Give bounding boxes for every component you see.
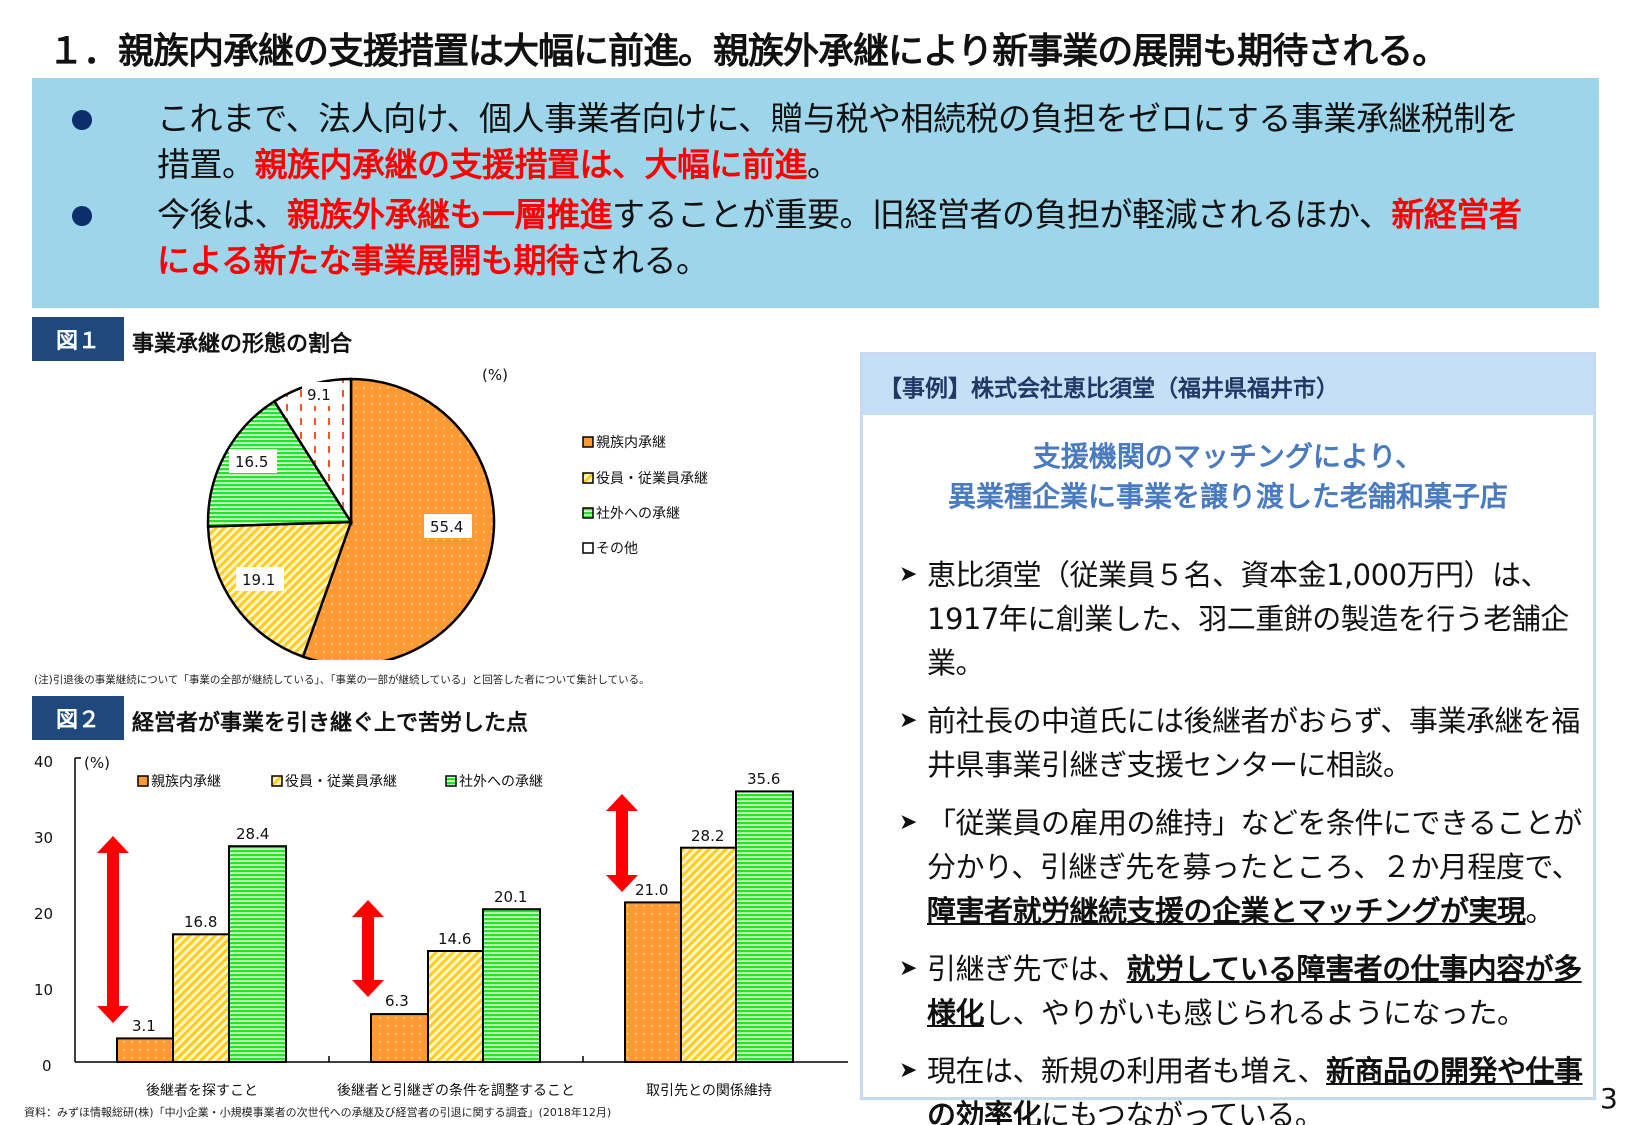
page-title: １．親族内承継の支援措置は大幅に前進。親族外承継により新事業の展開も期待される。 [48,31,1448,72]
case-emphasis: 新商品の開発や仕事の効率化 [927,1054,1583,1125]
bullet-dot-icon [72,110,92,130]
figure1-title: 事業承継の形態の割合 [132,332,353,357]
case-text: 恵比須堂（従業員５名、資本金1,000万円）は、1917年に創業した、羽二重餅の… [927,558,1569,680]
svg-text:28.4: 28.4 [236,825,269,843]
gap-arrow-icons [97,794,638,1023]
case-text: 前社長の中道氏には後継者がおらず、事業承継を福井県事業引継ぎ支援センターに相談。 [927,704,1580,782]
highlight-text: 親族外承継も一層推進 [287,195,613,234]
svg-text:0: 0 [42,1057,52,1075]
highlight-text: 親族内承継の支援措置は、大幅に前進 [254,145,808,184]
pie-slices [206,377,496,660]
pie-chart: 55.4 19.1 16.5 9.1 (%) 親族内承継 役員・従業員承継 社外… [206,366,708,660]
case-text: 「従業員の雇用の維持」などを条件にできることが分かり、引継ぎ先を募ったところ、２… [927,806,1582,884]
case-emphasis: 障害者就労継続支援の企業とマッチングが実現 [927,894,1526,928]
summary-text: することが重要。旧経営者の負担が軽減されるほか、 [612,195,1392,234]
case-text: 引継ぎ先では、 [927,952,1127,986]
pie-unit-label: (%) [482,366,508,384]
svg-text:9.1: 9.1 [307,386,331,404]
case-headline-line2: 異業種企業に事業を譲り渡した老舗和菓子店 [947,480,1508,513]
figure2-title: 経営者が事業を引き継ぐ上で苦労した点 [132,711,529,736]
svg-text:3.1: 3.1 [132,1017,156,1035]
svg-text:20.1: 20.1 [494,888,527,906]
svg-text:社外への承継: 社外への承継 [596,506,680,522]
bar-chart: 40 30 20 10 0 (%) 親族内承継 役員・従業員承継 社外への承継 … [34,753,848,1099]
svg-text:55.4: 55.4 [430,518,463,536]
svg-text:14.6: 14.6 [438,930,471,948]
case-bullet-3: ➤ 「従業員の雇用の維持」などを条件にできることが分かり、引継ぎ先を募ったところ、… [899,801,1589,933]
case-bullet-5: ➤ 現在は、新規の利用者も増え、新商品の開発や仕事の効率化にもつながっている。 [899,1049,1589,1125]
arrow-bullet-icon: ➤ [899,708,917,733]
arrow-bullet-icon: ➤ [899,810,917,835]
figure1-label: 図１ [32,317,124,361]
case-bullet-2: ➤ 前社長の中道氏には後継者がおらず、事業承継を福井県事業引継ぎ支援センターに相談… [899,699,1589,787]
case-bullet-1: ➤ 恵比須堂（従業員５名、資本金1,000万円）は、1917年に創業した、羽二重餅… [899,553,1589,685]
svg-text:19.1: 19.1 [242,571,275,589]
case-text: し、やりがいも感じられるようになった。 [984,996,1526,1030]
summary-bullet-1-line1: これまで、法人向け、個人事業者向けに、贈与税や相続税の負担をゼロにする事業承継税… [157,99,1519,138]
arrow-bullet-icon: ➤ [899,956,917,981]
bar-value-labels: 3.1 16.8 28.4 6.3 14.6 20.1 21.0 28.2 35… [132,770,780,1035]
highlight-text: 新経営者 [1391,195,1522,234]
svg-text:役員・従業員承継: 役員・従業員承継 [285,774,397,790]
svg-text:社外への承継: 社外への承継 [459,774,543,790]
bar-legend: 親族内承継 役員・従業員承継 社外への承継 [137,774,543,790]
figure2-label: 図２ [32,696,124,740]
case-emphasis: 就労している障害者の仕事内容が多様化 [927,952,1582,1030]
case-headline: 支援機関のマッチングにより、 異業種企業に事業を譲り渡した老舗和菓子店 [863,437,1593,517]
summary-text: 措置。 [157,145,255,184]
y-unit-label: (%) [84,754,110,772]
svg-text:取引先との関係維持: 取引先との関係維持 [646,1083,772,1099]
y-axis-ticks: 40 30 20 10 0 [34,753,53,1075]
case-header: 【事例】株式会社恵比須堂（福井県福井市） [863,355,1593,415]
highlight-text: による新たな事業展開も期待 [157,241,579,280]
case-text: にもつながっている。 [1041,1098,1324,1125]
case-headline-line1: 支援機関のマッチングにより、 [1032,440,1424,473]
svg-text:40: 40 [34,753,53,771]
svg-text:16.5: 16.5 [235,453,268,471]
svg-text:21.0: 21.0 [635,881,668,899]
case-bullets: ➤ 恵比須堂（従業員５名、資本金1,000万円）は、1917年に創業した、羽二重餅… [899,553,1589,1125]
svg-text:親族内承継: 親族内承継 [596,435,666,451]
bar-group-3 [624,790,794,1064]
pie-data-labels: 55.4 19.1 16.5 9.1 [229,382,472,591]
svg-text:28.2: 28.2 [691,827,724,845]
page-number: 3 [1600,1082,1618,1115]
bullet-dot-icon [72,206,92,226]
figure1-note: (注)引退後の事業継続について「事業の全部が継続している」、「事業の一部が継続し… [34,674,650,686]
svg-text:後継者と引継ぎの条件を調整すること: 後継者と引継ぎの条件を調整すること [337,1082,575,1099]
figure2-source: 資料：みずほ情報総研(株)「中小企業・小規模事業者の次世代への承継及び経営者の引… [24,1106,612,1119]
svg-text:30: 30 [34,829,53,847]
svg-text:16.8: 16.8 [184,913,217,931]
case-text: 現在は、新規の利用者も増え、 [927,1054,1327,1088]
bar-group-2 [370,908,541,1064]
summary-text: される。 [578,241,710,280]
pie-slice-family [301,377,496,660]
svg-text:後継者を探すこと: 後継者を探すこと [146,1083,258,1099]
svg-text:親族内承継: 親族内承継 [151,774,221,790]
summary-box: これまで、法人向け、個人事業者向けに、贈与税や相続税の負担をゼロにする事業承継税… [32,78,1599,308]
bar-group-1 [116,845,287,1063]
pie-slice-outside [206,399,354,528]
pie-legend: 親族内承継 役員・従業員承継 社外への承継 その他 [582,435,708,557]
summary-text: 。 [807,145,840,184]
svg-text:35.6: 35.6 [747,770,780,788]
case-text: 。 [1525,894,1555,928]
svg-text:20: 20 [34,905,53,923]
x-axis-categories: 後継者を探すこと 後継者と引継ぎの条件を調整すること 取引先との関係維持 [146,1082,772,1099]
arrow-bullet-icon: ➤ [899,1058,917,1083]
arrow-bullet-icon: ➤ [899,562,917,587]
case-bullet-4: ➤ 引継ぎ先では、就労している障害者の仕事内容が多様化し、やりがいも感じられるよう… [899,947,1589,1035]
svg-text:6.3: 6.3 [385,992,409,1010]
svg-text:その他: その他 [596,541,638,557]
summary-text: 今後は、 [157,195,288,234]
svg-text:役員・従業員承継: 役員・従業員承継 [596,471,708,487]
case-study-box: 【事例】株式会社恵比須堂（福井県福井市） 支援機関のマッチングにより、 異業種企… [860,352,1596,1125]
svg-text:10: 10 [34,981,53,999]
